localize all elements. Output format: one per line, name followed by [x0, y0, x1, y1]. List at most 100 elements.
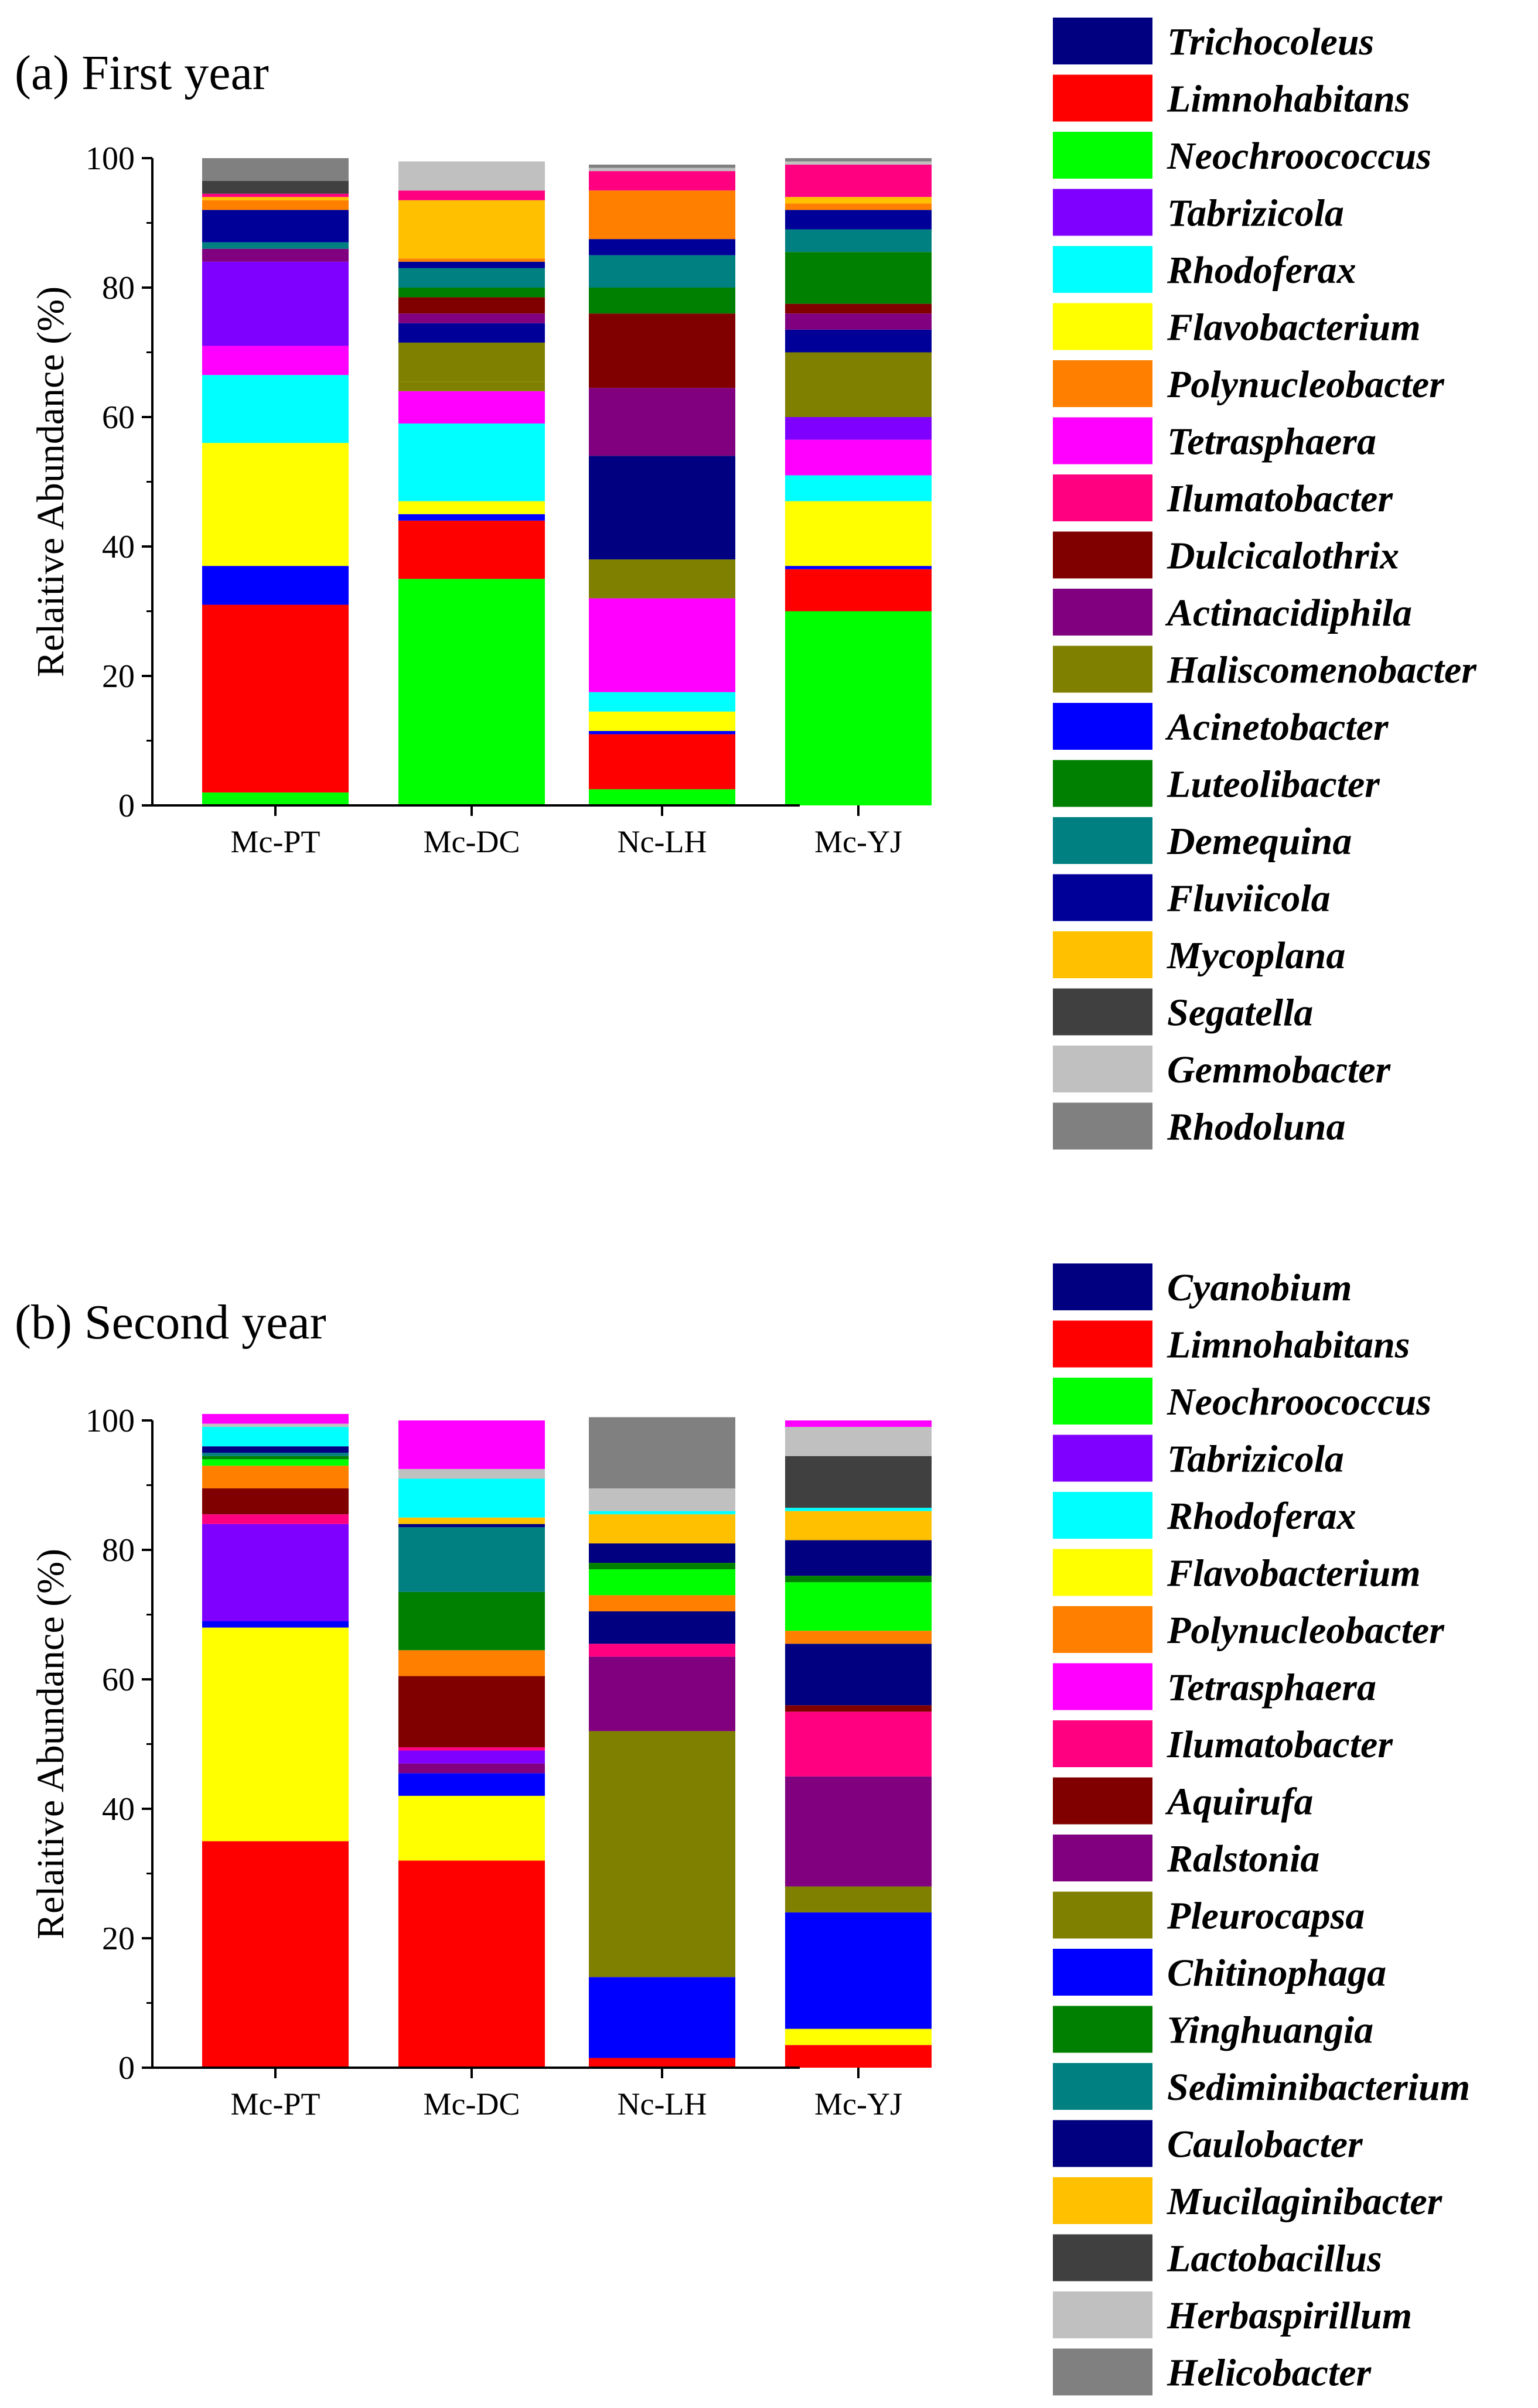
bar-segment-ralstonia	[785, 1776, 932, 1887]
bar-segment-gemmobacter	[785, 161, 932, 165]
bar-segment-flavobacterium	[398, 1795, 545, 1861]
bar-segment-rhodoferax	[202, 1427, 349, 1447]
bar-segment-tetrasphaera	[202, 346, 349, 375]
bar-segment-herbaspirillum	[589, 1488, 735, 1511]
bar-segment-sediminibacterium	[398, 1527, 545, 1592]
legend-label: Limnohabitans	[1167, 1324, 1410, 1367]
bar-segment-luteolibacter	[785, 252, 932, 304]
y-tick-label: 100	[86, 141, 135, 177]
legend-swatch	[1053, 74, 1152, 122]
legend-label: Rhodoferax	[1167, 249, 1356, 292]
bar-segment-ilumatobacter	[589, 171, 735, 191]
bar-segment-caulobacter	[398, 1524, 545, 1528]
bar-segment-aquirufa	[398, 1676, 545, 1748]
bar-segment-ilumatobacter	[202, 193, 349, 197]
legend-label: Flavobacterium	[1167, 1552, 1421, 1595]
bar-segment-tabrizicola	[398, 1750, 545, 1764]
bar-segment-flavobacterium	[785, 2028, 932, 2045]
bar-segment-mucilaginibacter	[589, 1514, 735, 1543]
legend-label: Luteolibacter	[1167, 763, 1380, 806]
legend-label: Limnohabitans	[1167, 78, 1410, 121]
bar-segment-gemmobacter	[398, 161, 545, 191]
bar-segment-pleurocapsa	[785, 1886, 932, 1912]
bar-segment-herbaspirillum	[202, 1423, 349, 1427]
legend-swatch	[1053, 1434, 1152, 1482]
bar-segment-demequina	[589, 255, 735, 288]
bar-segment-tetrasphaera	[785, 439, 932, 476]
bar-segment-ralstonia	[589, 1656, 735, 1731]
legend-swatch	[1053, 1549, 1152, 1596]
bar-segment-ilumatobacter	[785, 1712, 932, 1777]
bar-segment-caulobacter	[785, 1540, 932, 1576]
y-tick-label: 20	[102, 658, 135, 695]
legend-label: Herbaspirillum	[1167, 2294, 1412, 2337]
legend-label: Demequina	[1167, 820, 1352, 863]
legend-label: Mycoplana	[1167, 934, 1345, 977]
bar-segment-dulcicalothrix	[398, 297, 545, 314]
bar-segment-flavobacterium	[398, 501, 545, 514]
y-axis-title: Relaitive Abundance (%)	[29, 1549, 72, 1939]
bar-segment-limnohabitans	[398, 1860, 545, 2068]
bar-segment-polynucleobacter	[785, 203, 932, 210]
legend-label: Neochroococcus	[1167, 135, 1431, 177]
bar-segment-rhodoferax	[202, 375, 349, 443]
y-tick-label: 60	[102, 1662, 135, 1698]
bar-segment-dulcicalothrix	[589, 313, 735, 388]
legend-label: Polynucleobacter	[1167, 363, 1445, 406]
legend-label: Ralstonia	[1167, 1837, 1319, 1880]
bar-segment-mucilaginibacter	[785, 1511, 932, 1541]
x-category-label: Nc-LH	[618, 824, 707, 859]
bar-segment-sediminibacterium	[202, 1453, 349, 1456]
bar-segment-limnohabitans	[589, 2058, 735, 2068]
bar-segment-polynucleobacter	[785, 1631, 932, 1644]
legend-swatch	[1053, 1263, 1152, 1310]
legend-swatch	[1053, 1720, 1152, 1767]
x-category-label: Mc-PT	[231, 824, 320, 859]
bar-segment-chitinophaga	[589, 1977, 735, 2058]
x-category-label: Mc-DC	[424, 824, 520, 859]
bar-segment-fluviicola	[785, 210, 932, 230]
legend-label: Yinghuangia	[1167, 2009, 1373, 2052]
bar-segment-demequina	[785, 229, 932, 252]
legend-label: Flavobacterium	[1167, 306, 1421, 349]
legend-swatch	[1053, 1949, 1152, 1996]
y-tick-label: 80	[102, 270, 135, 306]
legend-label: Trichocoleus	[1167, 21, 1374, 63]
bar-segment-neochroococcus	[785, 611, 932, 805]
bar-segment-trichocoleus	[589, 456, 735, 560]
bar-segment-ilumatobacter	[202, 1514, 349, 1524]
legend-swatch	[1053, 1320, 1152, 1368]
bar-segment-chitinophaga	[202, 1621, 349, 1628]
legend-swatch	[1053, 132, 1152, 179]
legend-swatch	[1053, 1663, 1152, 1710]
bar-segment-acinetobacter	[589, 730, 735, 735]
legend-swatch	[1053, 531, 1152, 579]
chart-title: (b) Second year	[15, 1295, 326, 1350]
legend-swatch	[1053, 2234, 1152, 2281]
legend-swatch	[1053, 2063, 1152, 2110]
legend-swatch	[1053, 1492, 1152, 1539]
bar-segment-rhodoluna	[785, 158, 932, 162]
bar-segment-actinacidiphila	[202, 248, 349, 262]
bar-segment-ilumatobacter	[398, 1747, 545, 1751]
bar-segment-actinacidiphila	[785, 313, 932, 330]
bar-segment-rhodoluna	[202, 158, 349, 181]
legend-label: Neochroococcus	[1167, 1381, 1431, 1423]
legend-swatch	[1053, 1606, 1152, 1653]
bar-segment-neochroococcus	[589, 1569, 735, 1596]
bar-segment-dulcicalothrix	[785, 303, 932, 314]
y-tick-label: 80	[102, 1532, 135, 1569]
legend-label: Gemmobacter	[1167, 1048, 1392, 1091]
bar-segment-polynucleobacter	[202, 1466, 349, 1489]
panel-second-year: (b) Second year 0 20 40 60 80 100 Mc-PT Mc-DC Nc-…	[15, 1263, 1470, 2396]
legend-label: Tabrizicola	[1167, 192, 1344, 235]
bar-segment-rhodoferax	[785, 475, 932, 501]
bar-segment-caulobacter	[785, 1644, 932, 1706]
bar-segment-flavobacterium	[589, 711, 735, 731]
bar-segment-fluviicola	[589, 239, 735, 255]
bar-segment-polynucleobacter	[398, 1650, 545, 1676]
y-axis-title: Relaitive Abundance (%)	[29, 286, 72, 677]
bar-segment-neochroococcus	[202, 792, 349, 805]
legend-label: Haliscomenobacter	[1167, 649, 1477, 692]
